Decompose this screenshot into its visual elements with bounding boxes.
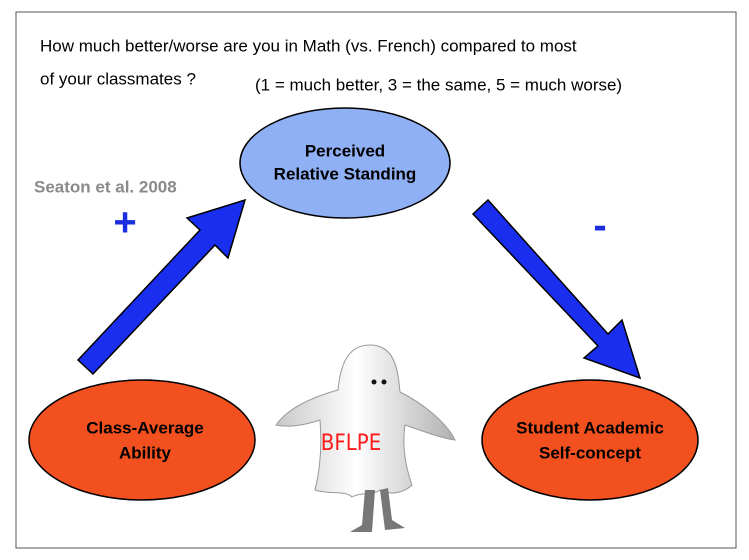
node-label: Ability	[119, 443, 171, 462]
minus-sign: -	[593, 204, 606, 248]
effect-label: BFLPE	[321, 431, 381, 456]
node-class-ability	[28, 379, 256, 501]
node-self-concept	[481, 379, 699, 501]
node-label: Self-concept	[539, 443, 641, 462]
question-line: of your classmates ?	[40, 69, 196, 88]
citation: Seaton et al. 2008	[34, 177, 177, 196]
node-label: Student Academic	[516, 418, 664, 437]
arrow-down	[471, 198, 642, 380]
ghost	[275, 344, 456, 532]
node-label: Perceived	[305, 141, 385, 160]
plus-sign: +	[113, 201, 136, 245]
question-scale: (1 = much better, 3 = the same, 5 = much…	[255, 75, 622, 94]
node-label: Relative Standing	[274, 164, 417, 183]
question-line: How much better/worse are you in Math (v…	[40, 36, 577, 55]
node-label: Class-Average	[86, 418, 204, 437]
arrow-up	[76, 198, 247, 376]
node-perceived	[239, 107, 451, 219]
